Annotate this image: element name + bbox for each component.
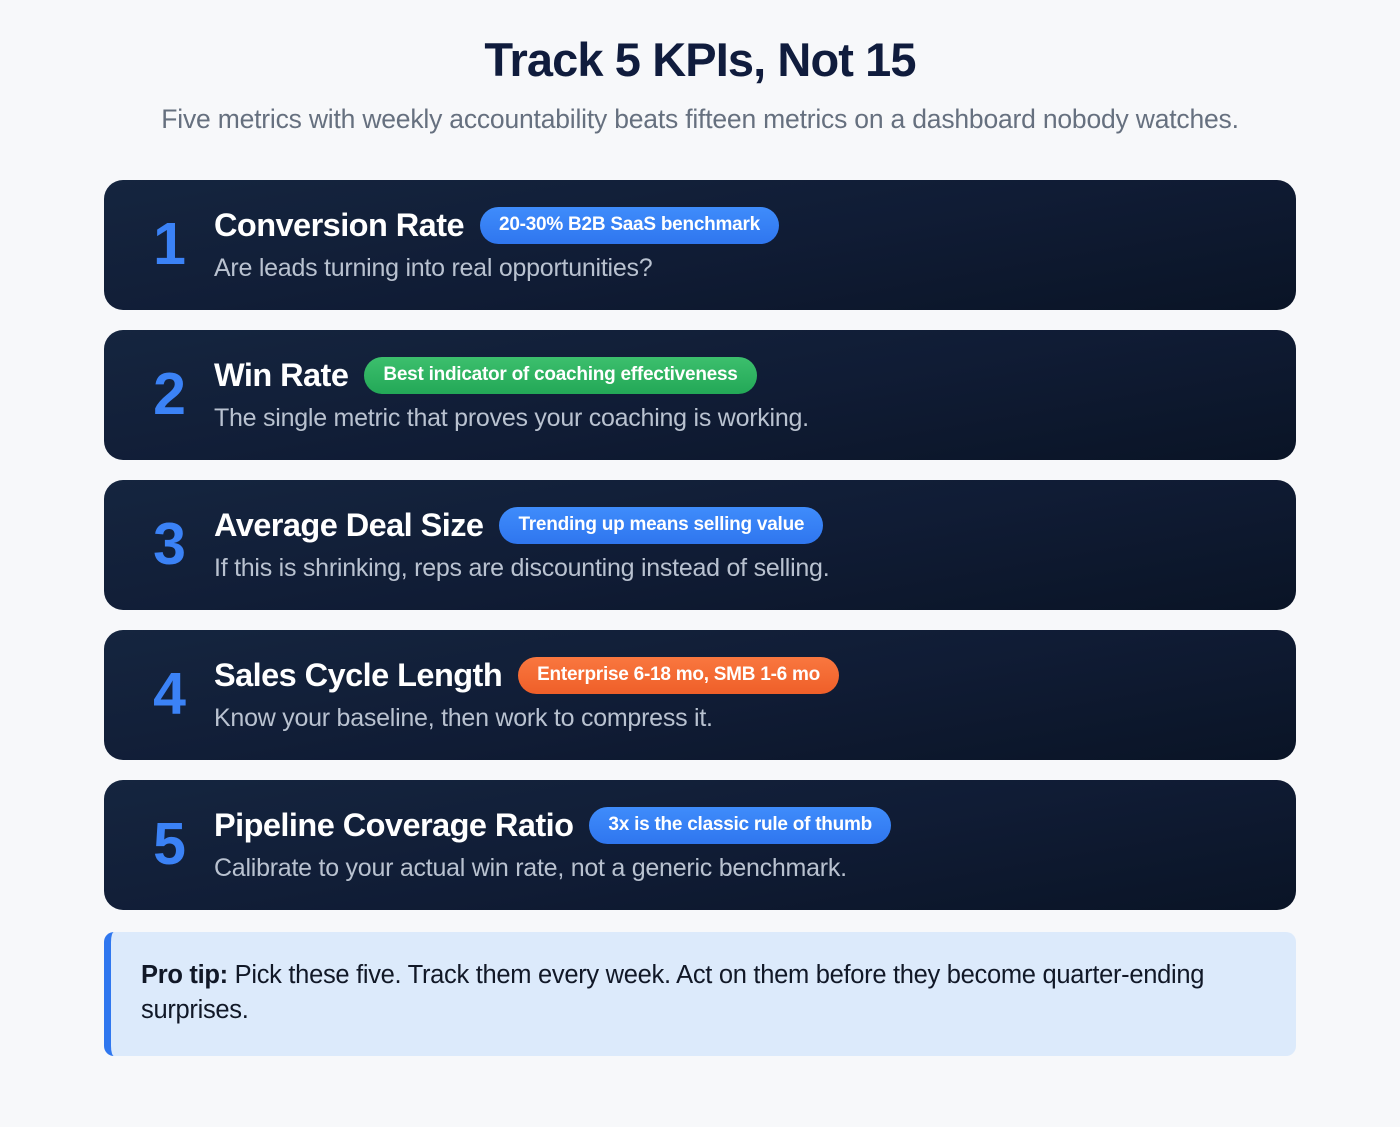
kpi-card-3: 3 Average Deal Size Trending up means se… [104, 480, 1296, 611]
kpi-number: 2 [153, 360, 186, 427]
page-subtitle: Five metrics with weekly accountability … [161, 103, 1239, 134]
kpi-card-5: 5 Pipeline Coverage Ratio 3x is the clas… [104, 780, 1296, 911]
page-title: Track 5 KPIs, Not 15 [484, 33, 916, 86]
kpi-badge: Trending up means selling value [499, 507, 824, 544]
kpi-title-row: Average Deal Size Trending up means sell… [214, 507, 1266, 544]
kpi-card-4: 4 Sales Cycle Length Enterprise 6-18 mo,… [104, 630, 1296, 761]
kpi-number: 1 [153, 210, 186, 277]
kpi-number: 4 [153, 660, 186, 727]
kpi-card-2: 2 Win Rate Best indicator of coaching ef… [104, 330, 1296, 461]
kpi-number: 5 [153, 810, 186, 877]
kpi-number: 3 [153, 510, 186, 577]
kpi-title-row: Sales Cycle Length Enterprise 6-18 mo, S… [214, 657, 1266, 694]
kpi-title: Average Deal Size [214, 506, 484, 543]
kpi-content: Average Deal Size Trending up means sell… [206, 507, 1266, 583]
kpi-title: Sales Cycle Length [214, 656, 503, 693]
kpi-badge: 20-30% B2B SaaS benchmark [480, 207, 779, 244]
kpi-card-1: 1 Conversion Rate 20-30% B2B SaaS benchm… [104, 180, 1296, 311]
pro-tip-label: Pro tip: [141, 961, 228, 990]
kpi-title: Win Rate [214, 356, 349, 393]
kpi-card-list: 1 Conversion Rate 20-30% B2B SaaS benchm… [104, 180, 1296, 911]
kpi-content: Pipeline Coverage Ratio 3x is the classi… [206, 807, 1266, 883]
kpi-title: Pipeline Coverage Ratio [214, 806, 574, 843]
kpi-content: Conversion Rate 20-30% B2B SaaS benchmar… [206, 207, 1266, 283]
pro-tip-callout: Pro tip: Pick these five. Track them eve… [104, 932, 1296, 1057]
kpi-description: If this is shrinking, reps are discounti… [214, 553, 830, 582]
kpi-content: Sales Cycle Length Enterprise 6-18 mo, S… [206, 657, 1266, 733]
header: Track 5 KPIs, Not 15 Five metrics with w… [104, 33, 1296, 138]
kpi-title-row: Conversion Rate 20-30% B2B SaaS benchmar… [214, 207, 1266, 244]
pro-tip-text: Pro tip: Pick these five. Track them eve… [141, 958, 1266, 1028]
kpi-title: Conversion Rate [214, 206, 465, 243]
kpi-description: Calibrate to your actual win rate, not a… [214, 853, 847, 882]
kpi-description: Know your baseline, then work to compres… [214, 703, 713, 732]
kpi-title-row: Pipeline Coverage Ratio 3x is the classi… [214, 807, 1266, 844]
kpi-title-row: Win Rate Best indicator of coaching effe… [214, 357, 1266, 394]
pro-tip-body: Pick these five. Track them every week. … [141, 961, 1205, 1025]
kpi-badge: Best indicator of coaching effectiveness [364, 357, 757, 394]
kpi-badge: Enterprise 6-18 mo, SMB 1-6 mo [518, 657, 839, 694]
kpi-badge: 3x is the classic rule of thumb [589, 807, 892, 844]
kpi-content: Win Rate Best indicator of coaching effe… [206, 357, 1266, 433]
kpi-description: The single metric that proves your coach… [214, 403, 809, 432]
kpi-description: Are leads turning into real opportunitie… [214, 253, 653, 282]
